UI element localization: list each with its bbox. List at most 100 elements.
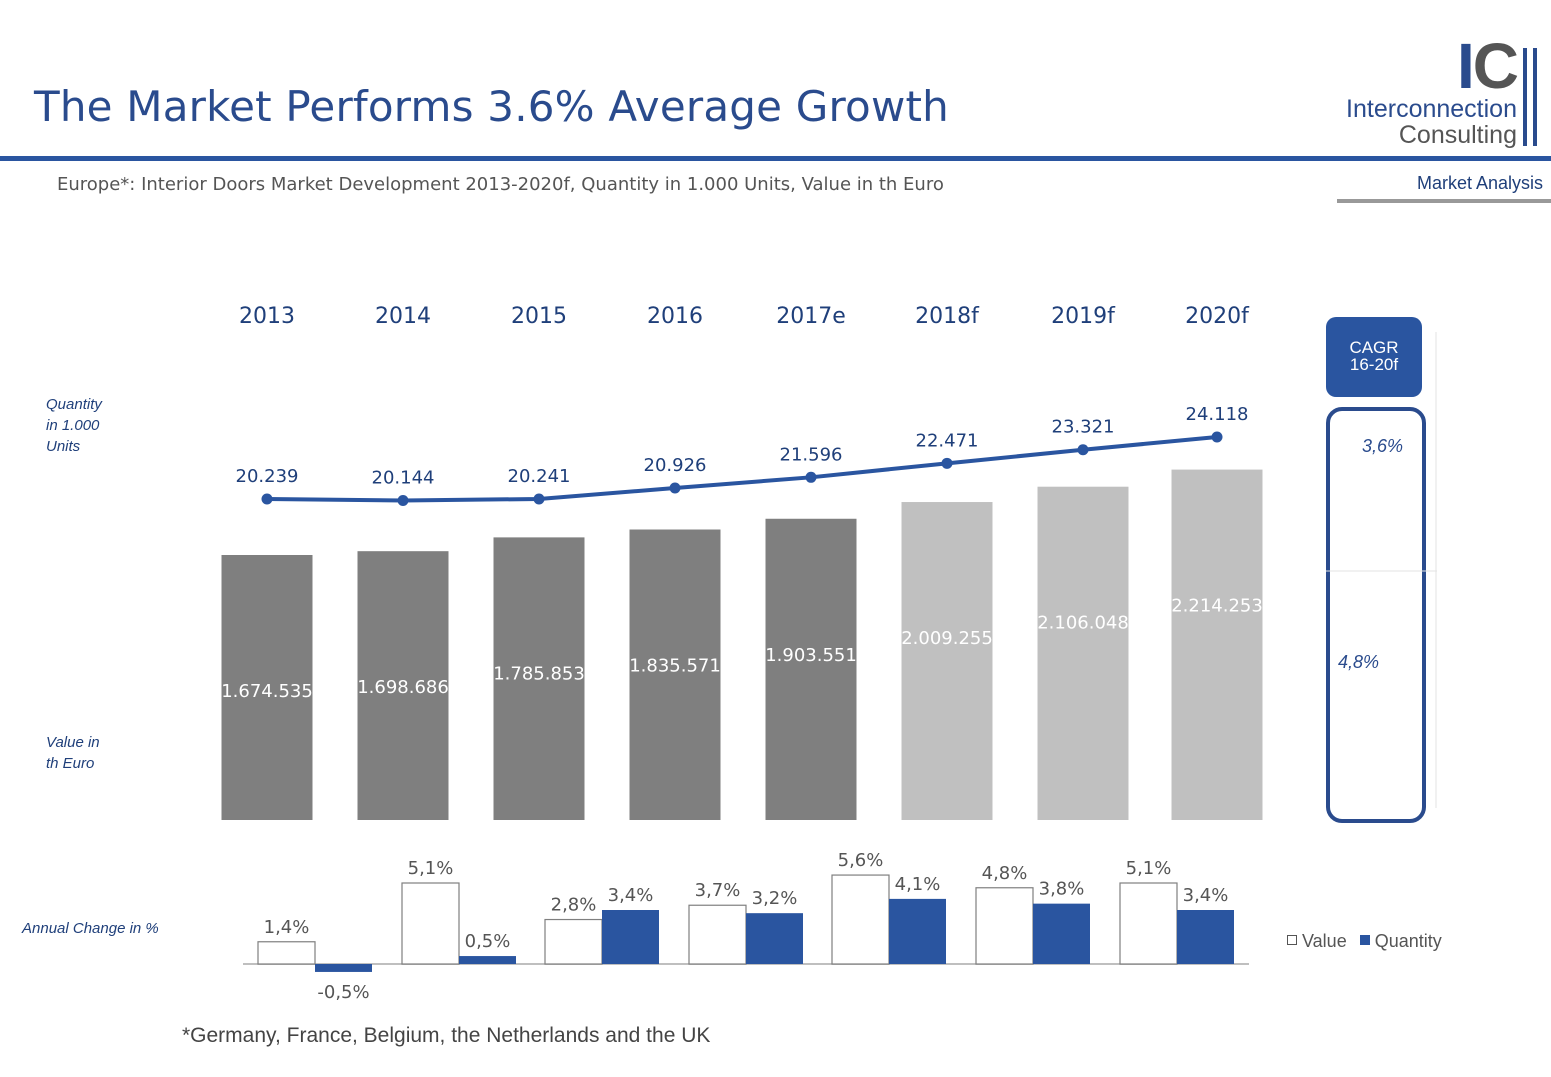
cagr-header-line1: CAGR <box>1349 338 1399 357</box>
quantity-change-bar <box>1177 910 1234 964</box>
quantity-label: 24.118 <box>1186 404 1249 425</box>
year-tick-label: 2020f <box>1185 304 1250 329</box>
cagr-header-line2: 16-20f <box>1349 355 1399 374</box>
year-tick-label: 2018f <box>915 304 980 329</box>
section-divider <box>1337 199 1551 203</box>
year-tick-label: 2015 <box>511 304 567 329</box>
value-change-bar <box>544 918 603 965</box>
value-change-bar <box>257 941 316 965</box>
value-bar-label: 1.835.571 <box>629 656 721 677</box>
quantity-point <box>261 493 273 505</box>
value-change-bar <box>688 904 747 965</box>
change-legend: Value Quantity <box>1287 931 1442 952</box>
quantity-label: 20.239 <box>236 466 299 487</box>
value-change-bar <box>975 887 1034 965</box>
value-bar-label: 1.698.686 <box>357 677 449 698</box>
value-change-bar <box>401 882 460 965</box>
quantity-change-bar <box>1033 903 1090 964</box>
page-title: The Market Performs 3.6% Average Growth <box>34 82 949 131</box>
year-tick-label: 2013 <box>239 304 295 329</box>
value-bar-label: 1.903.551 <box>765 645 857 666</box>
value-change-label: 5,1% <box>1126 858 1172 879</box>
cagr-box <box>1326 407 1426 823</box>
value-axis-label: Value in th Euro <box>46 732 100 774</box>
quantity-point <box>533 493 545 505</box>
quantity-label: 20.144 <box>372 468 435 489</box>
quantity-change-label: 3,4% <box>1183 885 1229 906</box>
logo-bar <box>1523 48 1527 146</box>
value-bar <box>493 537 585 820</box>
quantity-point <box>669 482 681 494</box>
quantity-change-bar <box>746 913 803 964</box>
value-axis-label-line: th Euro <box>46 755 95 772</box>
legend-quantity-swatch <box>1359 935 1370 945</box>
quantity-change-bar <box>602 910 659 964</box>
quantity-point <box>1077 444 1089 456</box>
cagr-quantity-value: 3,6% <box>1362 436 1404 456</box>
quantity-label: 23.321 <box>1052 417 1115 438</box>
value-change-label: 3,7% <box>695 880 741 901</box>
legend-quantity-label: Quantity <box>1374 931 1442 951</box>
cagr-header: CAGR 16-20f <box>1326 317 1422 397</box>
value-bar <box>1037 486 1129 820</box>
logo-mark: IC <box>1457 34 1519 98</box>
logo-bar <box>1533 48 1537 146</box>
annual-change-label: Annual Change in % <box>22 920 159 937</box>
value-change-label: 5,1% <box>408 858 454 879</box>
logo-line2: Consulting <box>1398 121 1517 149</box>
quantity-change-label: 0,5% <box>465 931 511 952</box>
quantity-axis-label-line: Quantity <box>46 396 102 413</box>
quantity-point <box>397 495 409 507</box>
title-divider <box>0 156 1551 161</box>
logo-mark-i: I <box>1457 30 1475 102</box>
cagr-value-value: 4,8% <box>1338 652 1380 672</box>
quantity-line <box>266 435 1218 503</box>
value-bar <box>901 502 993 820</box>
quantity-point <box>1211 431 1223 443</box>
quantity-change-label: 3,4% <box>608 885 654 906</box>
value-change-bar <box>1119 882 1178 965</box>
quantity-change-bar <box>889 898 946 964</box>
logo-mark-c: C <box>1472 30 1519 102</box>
quantity-change-label: 3,2% <box>752 888 798 909</box>
quantity-axis-label-line: in 1.000 <box>46 417 100 434</box>
quantity-change-bar <box>459 956 516 964</box>
year-tick-label: 2016 <box>647 304 703 329</box>
legend-value-swatch <box>1287 935 1297 945</box>
quantity-label: 20.926 <box>644 455 707 476</box>
value-bar-label: 2.009.255 <box>901 628 993 649</box>
year-tick-label: 2017e <box>776 304 846 329</box>
value-bar-label: 1.674.535 <box>221 681 313 702</box>
value-bar <box>1171 469 1263 820</box>
section-label: Market Analysis <box>1416 173 1543 193</box>
value-bar <box>221 555 313 820</box>
value-bar <box>765 518 857 820</box>
quantity-change-label: 4,1% <box>895 874 941 895</box>
logo-line1: Interconnection <box>1346 95 1517 123</box>
legend-value-label: Value <box>1302 931 1347 951</box>
value-change-label: 2,8% <box>551 895 597 916</box>
quantity-axis-label-line: Units <box>46 438 81 455</box>
year-tick-label: 2019f <box>1051 304 1116 329</box>
value-change-label: 4,8% <box>982 863 1028 884</box>
quantity-point <box>805 471 817 483</box>
value-bar-label: 1.785.853 <box>493 663 585 684</box>
quantity-label: 20.241 <box>508 466 571 487</box>
value-axis-label-line: Value in <box>46 734 100 751</box>
company-logo: IC Interconnection Consulting <box>1330 34 1551 156</box>
quantity-label: 21.596 <box>780 444 843 465</box>
quantity-change-bar <box>315 964 372 972</box>
value-bar <box>357 551 449 820</box>
quantity-label: 22.471 <box>916 430 979 451</box>
value-bar <box>629 529 721 820</box>
year-tick-label: 2014 <box>375 304 431 329</box>
value-change-label: 1,4% <box>264 917 310 938</box>
footnote: *Germany, France, Belgium, the Netherlan… <box>182 1024 711 1047</box>
value-bar-label: 2.214.253 <box>1171 596 1263 617</box>
chart-subtitle: Europe*: Interior Doors Market Developme… <box>57 174 944 195</box>
quantity-change-label: -0,5% <box>317 982 369 1003</box>
value-bar-label: 2.106.048 <box>1037 613 1129 634</box>
quantity-point <box>941 457 953 469</box>
value-change-label: 5,6% <box>838 850 884 871</box>
